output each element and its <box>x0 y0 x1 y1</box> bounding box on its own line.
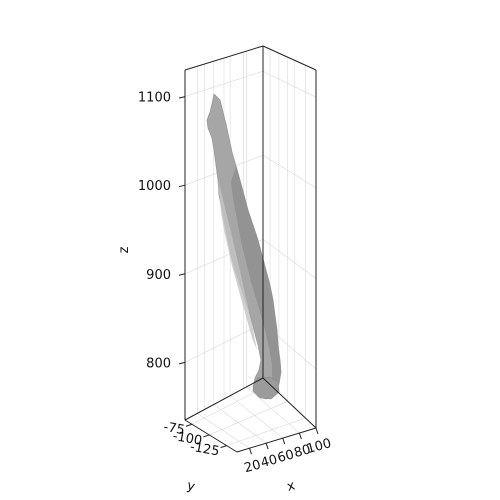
z-axis-tick-labels: 800 900 1000 1100 <box>138 91 171 372</box>
x-tick-label-1: 40 <box>259 452 279 471</box>
x-grid-floor-3 <box>246 386 300 434</box>
z-tick-label-1: 900 <box>146 268 171 283</box>
z-grid-right-2 <box>262 155 317 189</box>
edge-floor-back <box>262 377 317 429</box>
x-tick-label-4: 100 <box>305 436 333 457</box>
x-tick-2 <box>282 437 286 445</box>
y-tick-0 <box>185 423 193 427</box>
z-axis-label: z <box>117 246 132 253</box>
x-grid-floor-1 <box>213 404 267 444</box>
x-tick-label-3: 80 <box>293 442 313 461</box>
y-tick-label-1: -100 <box>172 429 204 449</box>
surface-foot <box>252 376 280 400</box>
z-grid-right-1 <box>262 239 317 279</box>
x-tick-4 <box>315 427 319 435</box>
z-grid-right-3 <box>262 70 317 98</box>
z-tick-1 <box>178 273 186 276</box>
x-tick-3 <box>298 432 302 440</box>
z-tick-label-0: 800 <box>146 356 171 371</box>
axes-box <box>184 45 317 453</box>
surface-shade <box>231 166 281 395</box>
x-tick-0 <box>248 448 252 455</box>
x-tick-1 <box>265 442 269 450</box>
surface-highlight <box>218 180 257 350</box>
edge-floor-left <box>184 377 264 421</box>
y-axis-tick-labels: -75-100-125 <box>162 420 220 460</box>
x-grid-floor-0 <box>197 413 250 449</box>
z-tick-2 <box>178 184 186 188</box>
edge-back-top <box>184 45 264 71</box>
x-tick-label-2: 60 <box>276 447 296 466</box>
y-grid-floor-2 <box>226 417 306 446</box>
y-tick-label-0: -75 <box>162 420 186 438</box>
z-tick-3 <box>178 96 186 99</box>
y-axis-label: y <box>185 478 197 495</box>
y-tick-label-2: -125 <box>189 440 221 460</box>
x-axis-label: x <box>285 478 297 495</box>
x-grid-floor-2 <box>229 395 283 439</box>
z-tick-label-2: 1000 <box>138 179 171 194</box>
x-axis-line <box>236 427 317 453</box>
y-axis-line <box>184 419 238 453</box>
y-grid-floor-1 <box>209 401 288 436</box>
edge-right-top <box>262 45 317 71</box>
tick-marks <box>178 96 319 455</box>
z-tick-label-3: 1100 <box>138 91 171 106</box>
z-tick-0 <box>178 361 186 365</box>
x-tick-label-0: 20 <box>243 457 263 476</box>
y-tick-1 <box>203 434 210 438</box>
y-tick-2 <box>220 445 227 449</box>
